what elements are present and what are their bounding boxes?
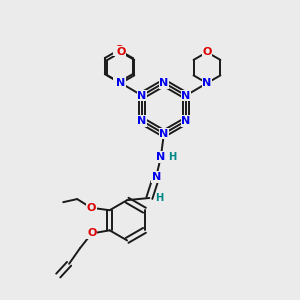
Text: N: N bbox=[152, 172, 161, 182]
Text: N: N bbox=[114, 77, 123, 87]
Text: H: H bbox=[155, 193, 164, 203]
Text: O: O bbox=[116, 47, 126, 57]
Text: O: O bbox=[202, 47, 212, 57]
Text: N: N bbox=[137, 91, 147, 100]
Text: O: O bbox=[87, 228, 96, 239]
Text: N: N bbox=[156, 152, 166, 162]
Text: N: N bbox=[116, 78, 125, 88]
Text: N: N bbox=[202, 78, 212, 88]
Text: N: N bbox=[159, 129, 169, 139]
Text: N: N bbox=[181, 91, 190, 100]
Text: N: N bbox=[159, 78, 169, 88]
Text: H: H bbox=[169, 152, 177, 162]
Text: O: O bbox=[86, 203, 96, 213]
Text: N: N bbox=[181, 116, 190, 126]
Text: N: N bbox=[137, 116, 147, 126]
Text: O: O bbox=[114, 45, 123, 55]
